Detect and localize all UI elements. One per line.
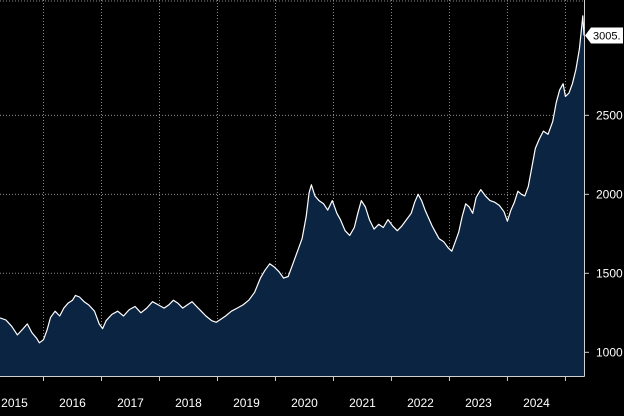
axes bbox=[0, 0, 589, 381]
series-area-fill bbox=[0, 15, 584, 377]
labels: 2015 2016 2017 2018 2019 2020 2021 2022 2023 2024… bbox=[1, 27, 623, 410]
x-tick-label: 2016 bbox=[59, 396, 86, 410]
x-tick-label: 2023 bbox=[465, 396, 492, 410]
y-tick-label: 1500 bbox=[596, 266, 623, 280]
x-tick-label: 2021 bbox=[349, 396, 376, 410]
y-tick-label: 2500 bbox=[596, 108, 623, 122]
x-tick-label: 2017 bbox=[117, 396, 144, 410]
y-tick-label: 1000 bbox=[596, 345, 623, 359]
series-line bbox=[0, 15, 585, 344]
last-value-text: 3005. bbox=[593, 31, 621, 43]
series-area bbox=[0, 15, 585, 377]
x-tick-label: 2015 bbox=[1, 396, 28, 410]
x-tick-label: 2019 bbox=[233, 396, 260, 410]
last-value-label: 3005. bbox=[585, 27, 623, 44]
x-tick-label: 2020 bbox=[291, 396, 318, 410]
last-value-box bbox=[585, 27, 623, 44]
x-tick-label: 2024 bbox=[523, 396, 550, 410]
y-tick-label: 2000 bbox=[596, 187, 623, 201]
x-tick-label: 2018 bbox=[175, 396, 202, 410]
x-tick-label: 2022 bbox=[407, 396, 434, 410]
